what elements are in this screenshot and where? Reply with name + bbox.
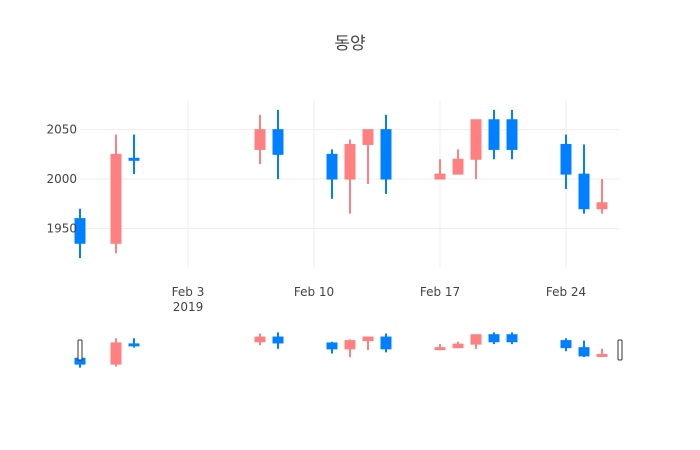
candle	[560, 134, 572, 189]
candle-body	[128, 343, 140, 347]
candle-mini	[578, 340, 590, 358]
candle-mini	[254, 333, 266, 346]
candle	[578, 144, 590, 214]
candle-mini	[488, 332, 500, 345]
y-tick-label: 2000	[46, 172, 77, 186]
candle-mini	[362, 336, 374, 350]
candle-body	[128, 157, 140, 161]
candle	[380, 114, 392, 194]
candle-body	[596, 353, 608, 357]
x-tick-label: Feb 24	[546, 285, 586, 299]
candle-body	[470, 334, 482, 345]
candle-body	[272, 336, 284, 344]
candle-body	[344, 143, 356, 180]
candle-body	[344, 340, 356, 350]
candle	[128, 134, 140, 175]
x-tick-label: Feb 17	[420, 285, 460, 299]
candle	[74, 208, 86, 259]
y-tick-label: 1950	[46, 221, 77, 235]
candle	[362, 129, 374, 184]
candle-body	[434, 173, 446, 180]
candle-body	[578, 173, 590, 210]
candle-body	[362, 129, 374, 145]
candle-body	[110, 342, 122, 365]
candle-layer	[74, 109, 608, 259]
candle-body	[452, 158, 464, 175]
grid-layer	[80, 100, 620, 268]
candle	[110, 134, 122, 254]
chart-title: 동양	[334, 34, 365, 54]
candle	[272, 109, 284, 180]
x-tick-sublabel: 2019	[173, 300, 204, 314]
candle-mini	[560, 338, 572, 352]
candle-mini	[344, 339, 356, 358]
candle-body	[452, 343, 464, 349]
candle	[470, 119, 482, 180]
candle-body	[506, 334, 518, 343]
candle	[326, 149, 338, 199]
candle-mini	[380, 333, 392, 353]
candle	[488, 109, 500, 160]
candle-body	[380, 336, 392, 350]
x-tick-label: Feb 3	[172, 285, 205, 299]
candle	[506, 109, 518, 160]
candle	[596, 179, 608, 214]
candle-body	[380, 129, 392, 180]
candle	[344, 139, 356, 214]
candle-body	[470, 119, 482, 160]
candle-body	[488, 119, 500, 150]
candle-body	[578, 347, 590, 357]
candle-mini	[110, 338, 122, 367]
candle-body	[362, 336, 374, 342]
range-slider-right-handle[interactable]	[617, 339, 623, 361]
candle	[434, 159, 446, 180]
candle-mini	[506, 332, 518, 345]
y-tick-label: 2050	[46, 123, 77, 137]
candle-body	[488, 334, 500, 343]
candle-body	[254, 129, 266, 150]
x-tick-label: Feb 10	[294, 285, 334, 299]
candle-body	[74, 218, 86, 244]
candle-body	[506, 119, 518, 150]
candle-body	[560, 143, 572, 175]
candle-body	[434, 347, 446, 351]
candle-body	[326, 153, 338, 180]
candle-body	[326, 342, 338, 350]
candle-body	[596, 202, 608, 210]
candle	[452, 149, 464, 175]
candle-body	[254, 336, 266, 343]
candle-body	[560, 340, 572, 349]
candle-mini	[326, 341, 338, 354]
candle-body	[272, 129, 284, 155]
candle-mini	[434, 344, 446, 351]
range-slider-left-handle[interactable]	[77, 339, 83, 361]
range-slider[interactable]	[74, 332, 623, 368]
candle	[254, 114, 266, 165]
candle-mini	[452, 341, 464, 349]
candle-mini	[128, 338, 140, 348]
candle-mini	[596, 348, 608, 358]
candle-body	[110, 153, 122, 244]
candle-mini	[470, 334, 482, 349]
candle-mini	[272, 332, 284, 349]
